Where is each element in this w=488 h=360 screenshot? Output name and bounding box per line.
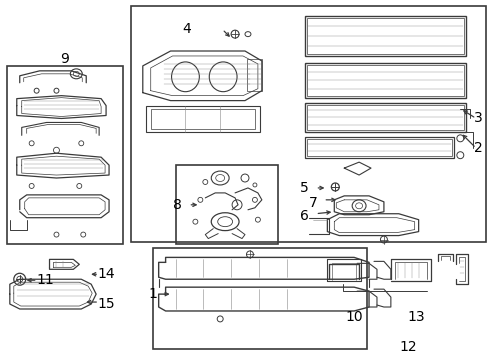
Text: 10: 10 xyxy=(345,310,362,324)
Text: 1: 1 xyxy=(148,287,157,301)
Text: 12: 12 xyxy=(399,340,417,354)
Text: 2: 2 xyxy=(473,141,482,155)
Bar xyxy=(150,109,254,129)
Bar xyxy=(175,165,277,244)
Text: 13: 13 xyxy=(407,310,425,324)
Text: 4: 4 xyxy=(182,22,190,36)
Bar xyxy=(304,137,453,158)
Bar xyxy=(7,66,122,244)
Bar xyxy=(304,63,466,98)
Text: 8: 8 xyxy=(173,198,182,212)
Text: 11: 11 xyxy=(37,273,54,287)
Bar xyxy=(131,6,485,242)
Text: 3: 3 xyxy=(473,112,482,126)
Bar xyxy=(246,59,262,91)
Bar xyxy=(306,18,463,54)
Text: 9: 9 xyxy=(60,52,69,66)
Text: 15: 15 xyxy=(97,297,115,311)
Bar xyxy=(304,16,466,56)
Bar xyxy=(152,248,366,349)
Bar xyxy=(145,105,259,132)
Text: 5: 5 xyxy=(300,181,308,195)
Text: 7: 7 xyxy=(308,196,317,210)
Bar xyxy=(306,139,451,156)
Bar xyxy=(306,65,463,96)
Bar xyxy=(304,103,466,132)
Text: 6: 6 xyxy=(300,209,308,223)
Text: 14: 14 xyxy=(97,267,115,281)
Bar xyxy=(306,105,463,130)
